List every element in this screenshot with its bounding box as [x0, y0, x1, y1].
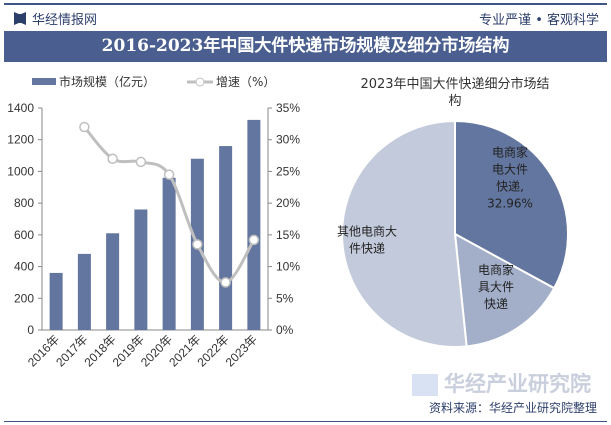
pie-label-2: 电商家具大件快递 — [478, 262, 514, 311]
x-tick-label: 2023年 — [223, 332, 260, 369]
right-tick-label: 0% — [276, 323, 294, 337]
brand-name: 华经情报网 — [32, 13, 98, 28]
pie-title-line2: 构 — [448, 94, 461, 109]
pie-label-line: 电大件 — [492, 163, 528, 177]
left-tick-label: 600 — [14, 228, 34, 242]
pie-label-line: 快递, — [496, 180, 524, 194]
left-tick-label: 200 — [14, 291, 34, 305]
pie-title-line1: 2023年中国大件快递细分市场结 — [360, 76, 549, 92]
bar-2020年 — [162, 177, 176, 330]
left-tick-label: 1200 — [7, 133, 34, 147]
pie-label-line: 件快递 — [349, 242, 385, 256]
growth-point — [79, 121, 90, 133]
growth-point — [220, 277, 231, 288]
bottom-divider — [4, 421, 607, 422]
right-tick-label: 20% — [276, 196, 300, 210]
pie-slice-3 — [341, 119, 468, 348]
bar-2023年 — [247, 119, 261, 331]
bar-2022年 — [219, 146, 233, 330]
pie-label-line: 具大件 — [478, 280, 514, 294]
brand-logo-icon — [14, 12, 26, 25]
left-tick-label: 0 — [27, 323, 34, 337]
bar-2019年 — [134, 209, 148, 330]
growth-point — [248, 234, 260, 246]
right-tick-label: 35% — [276, 101, 300, 115]
legend-line-label: 增速（%） — [216, 75, 275, 89]
pie-slice-1 — [454, 119, 569, 290]
right-tick-label: 10% — [276, 260, 300, 274]
growth-point — [192, 239, 203, 250]
bar-2016年 — [49, 272, 63, 330]
growth-point — [163, 169, 175, 180]
right-tick-label: 30% — [276, 133, 300, 147]
right-tick-label: 15% — [276, 228, 300, 242]
left-tick-label: 1000 — [7, 164, 34, 178]
left-tick-label: 1400 — [7, 101, 34, 115]
pie-label-1: 电商家电大件快递, 32.96% — [487, 145, 533, 211]
pie-label-line: 快递 — [484, 297, 508, 311]
legend-bar-label: 市场规模（亿元） — [59, 74, 155, 89]
top-divider — [4, 3, 607, 5]
pie-label-line: 32.96% — [487, 197, 533, 211]
growth-point — [107, 153, 118, 164]
pie-label-3: 其他电商大件快递 — [337, 224, 397, 256]
page-title: 2016-2023年中国大件快递市场规模及细分市场结构 — [4, 31, 607, 62]
growth-point — [135, 156, 147, 168]
right-tick-label: 5% — [276, 291, 294, 305]
pie-label-line: 电商家 — [492, 145, 528, 160]
motto: 专业严谨 • 客观科学 — [479, 13, 599, 28]
left-tick-label: 800 — [14, 196, 34, 210]
brand: 华经情报网 — [14, 9, 97, 28]
pie-slice-2 — [453, 232, 556, 348]
legend-bar-swatch — [32, 78, 56, 85]
source-note: 资料来源：华经产业研究院整理 — [428, 401, 597, 415]
bar-2017年 — [77, 253, 91, 330]
right-tick-label: 25% — [276, 164, 300, 178]
pie-label-line: 电商家 — [478, 262, 514, 277]
bar-2018年 — [106, 233, 120, 330]
left-tick-label: 400 — [14, 260, 34, 274]
pie-label-line: 其他电商大 — [337, 224, 397, 239]
legend-line-marker — [195, 77, 205, 87]
watermark: 华经产业研究院 — [412, 368, 591, 398]
